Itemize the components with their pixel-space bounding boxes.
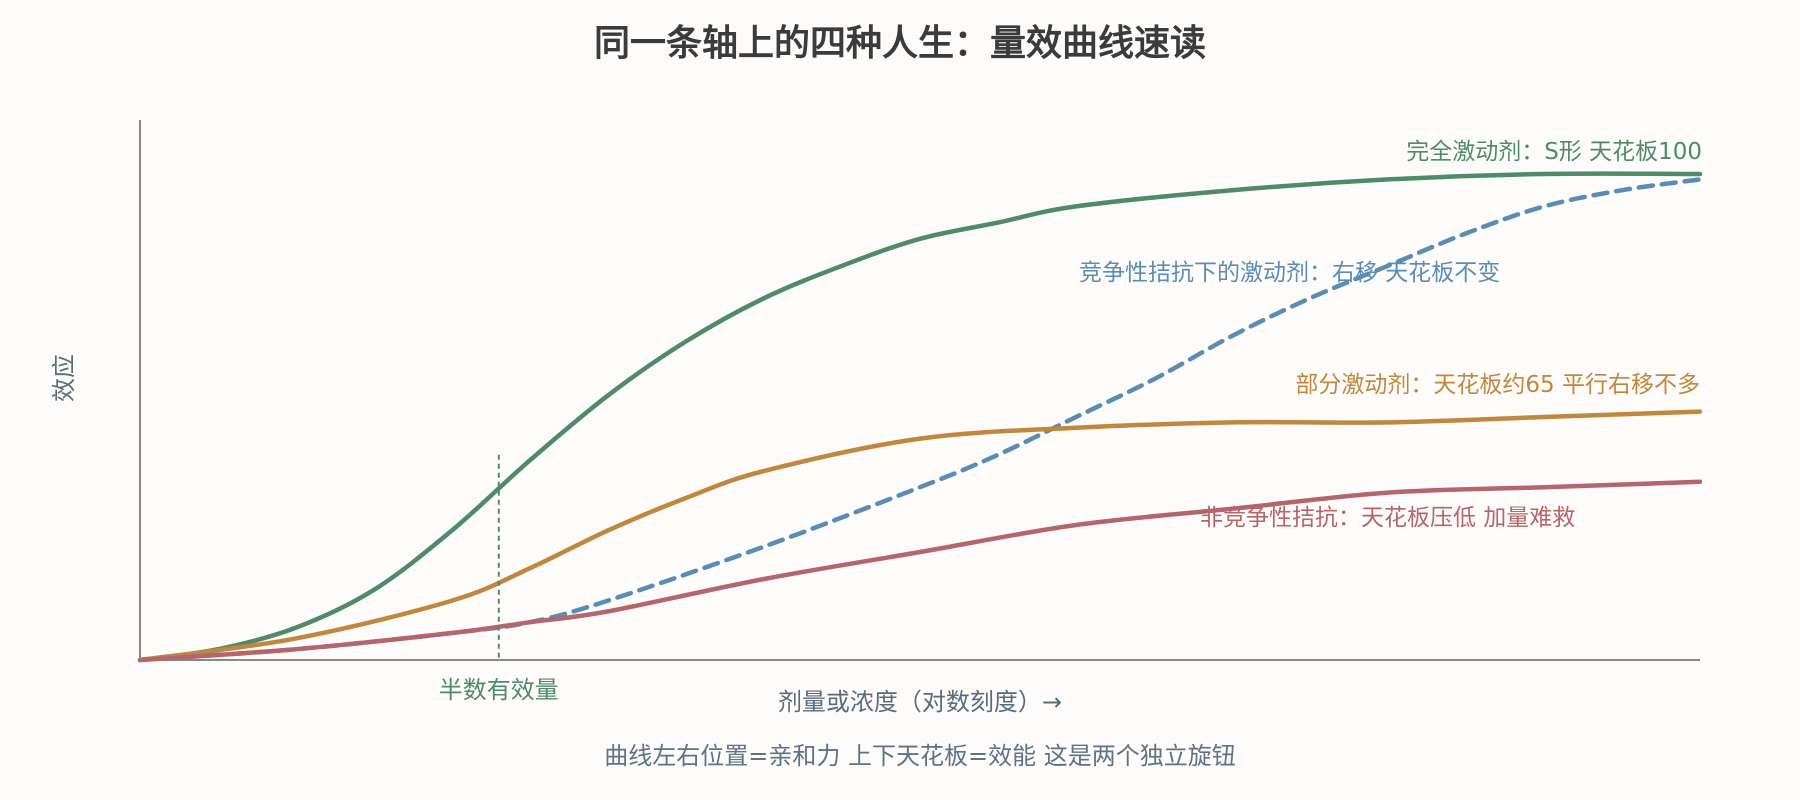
series-label-full-agonist: 完全激动剂：S形 天花板100 — [1406, 139, 1702, 165]
series-line-full-agonist — [137, 171, 1703, 663]
axes — [139, 120, 1700, 661]
y-axis-label: 效应 — [50, 354, 78, 402]
annotation-layer: 半数有效量 — [439, 454, 559, 704]
series-line-noncompetitive-antagonist — [137, 479, 1703, 663]
series-label-competitive-antagonist: 竞争性拮抗下的激动剂：右移 天花板不变 — [1079, 260, 1500, 286]
series-line-partial-agonist — [137, 409, 1703, 663]
series-label-noncompetitive-antagonist: 非竞争性拮抗：天花板压低 加量难救 — [1200, 505, 1575, 531]
x-axis-label: 剂量或浓度（对数刻度）→ — [778, 688, 1062, 716]
series-label-layer: 完全激动剂：S形 天花板100 竞争性拮抗下的激动剂：右移 天花板不变部分激动剂：… — [1079, 139, 1702, 531]
series-label-partial-agonist: 部分激动剂：天花板约65 平行右移不多 — [1295, 372, 1700, 398]
chart-title: 同一条轴上的四种人生：量效曲线速读 — [594, 23, 1206, 64]
series-layer — [137, 171, 1703, 663]
ed50-marker-label: 半数有效量 — [439, 676, 559, 704]
chart-caption: 曲线左右位置=亲和力 上下天花板=效能 这是两个独立旋钮 — [604, 742, 1235, 770]
series-line-competitive-antagonist — [137, 177, 1703, 663]
